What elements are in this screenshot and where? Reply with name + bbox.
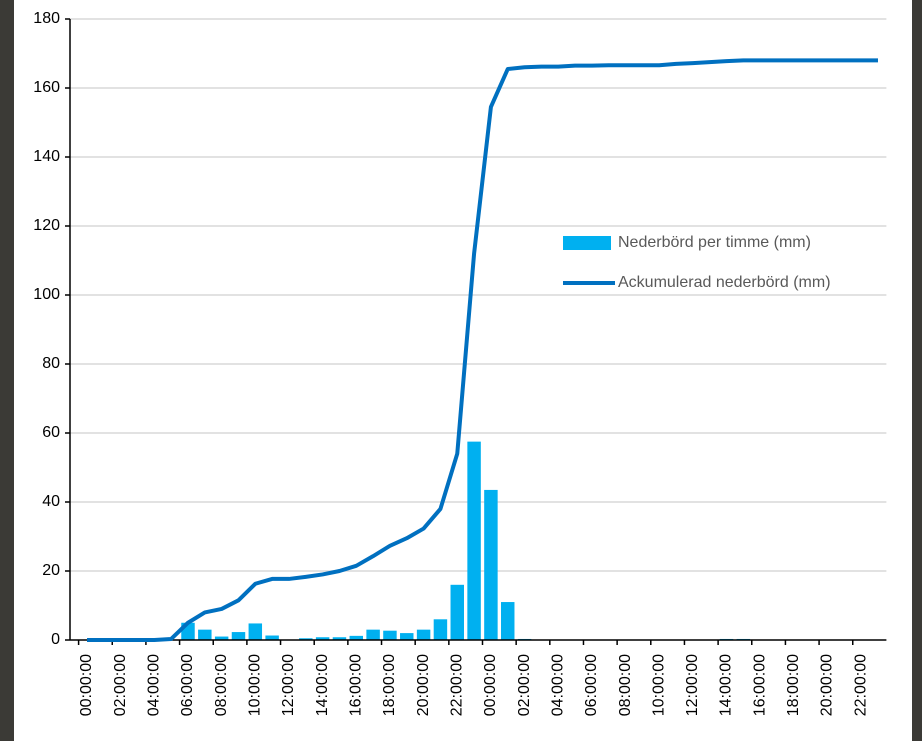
x-tick-label: 02:00:00 (112, 654, 129, 716)
y-tick-label: 80 (42, 355, 60, 372)
y-tick-label: 120 (33, 217, 60, 234)
x-tick-label: 04:00:00 (146, 654, 163, 716)
x-tick-label: 20:00:00 (415, 654, 432, 716)
bar (400, 633, 414, 640)
x-tick-label: 14:00:00 (718, 654, 735, 716)
bar (433, 619, 448, 640)
x-tick-label: 14:00:00 (314, 654, 331, 716)
y-tick-label: 160 (33, 79, 60, 96)
x-tick-label: 12:00:00 (280, 654, 297, 716)
bar (349, 635, 364, 640)
x-tick-label: 22:00:00 (852, 654, 869, 716)
x-tick-label: 00:00:00 (78, 654, 95, 716)
x-tick-label: 02:00:00 (516, 654, 533, 716)
legend-label: Ackumulerad nederbörd (mm) (618, 274, 831, 291)
y-tick-label: 100 (33, 286, 60, 303)
x-tick-label: 16:00:00 (751, 654, 768, 716)
bar (450, 584, 464, 640)
y-tick-label: 180 (33, 10, 60, 27)
x-tick-label: 22:00:00 (448, 654, 465, 716)
bar (315, 637, 330, 640)
x-tick-label: 08:00:00 (213, 654, 230, 716)
y-tick-label: 60 (42, 424, 60, 441)
x-tick-label: 04:00:00 (549, 654, 566, 716)
x-tick-label: 00:00:00 (482, 654, 499, 716)
bar (265, 635, 279, 640)
bar (248, 623, 263, 640)
x-tick-label: 16:00:00 (348, 654, 365, 716)
x-tick-label: 12:00:00 (684, 654, 701, 716)
x-tick-label: 18:00:00 (785, 654, 802, 716)
bar (484, 489, 498, 640)
bar (214, 636, 229, 640)
bar (467, 441, 481, 640)
legend-swatch (563, 236, 611, 250)
bar (231, 632, 246, 640)
y-tick-label: 140 (33, 148, 60, 165)
x-tick-label: 10:00:00 (247, 654, 264, 716)
bar (366, 629, 380, 640)
y-tick-label: 40 (42, 493, 60, 510)
bar (501, 602, 515, 640)
line (87, 58, 878, 642)
bar (383, 630, 397, 640)
x-tick-label: 06:00:00 (583, 654, 600, 716)
legend-label: Nederbörd per timme (mm) (618, 234, 811, 251)
bar (416, 629, 431, 640)
bar (198, 629, 212, 640)
bar (299, 638, 313, 640)
x-tick-label: 06:00:00 (179, 654, 196, 716)
bar (332, 637, 347, 640)
y-tick-label: 20 (42, 562, 60, 579)
y-tick-label: 0 (51, 631, 60, 648)
x-tick-label: 10:00:00 (650, 654, 667, 716)
x-tick-label: 18:00:00 (381, 654, 398, 716)
x-tick-label: 20:00:00 (819, 654, 836, 716)
x-tick-label: 08:00:00 (617, 654, 634, 716)
